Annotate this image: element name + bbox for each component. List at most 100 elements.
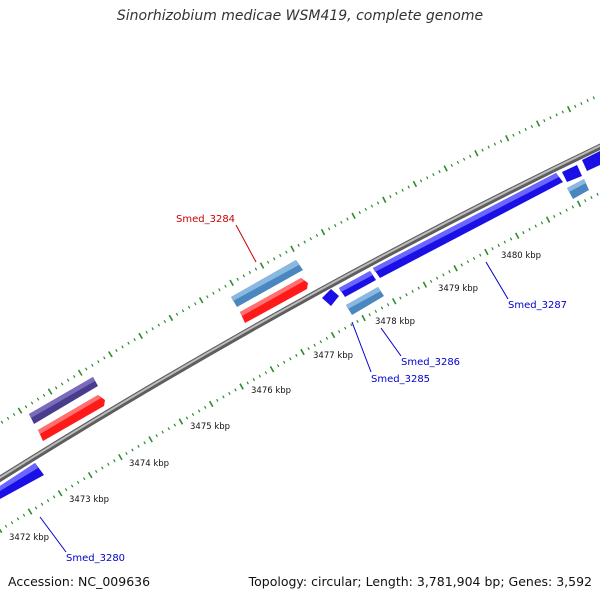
gene-label-smed-3286[interactable]: Smed_3286 (401, 357, 460, 368)
leader-line (351, 321, 372, 373)
major-tick (576, 200, 582, 207)
gene-smed-3286[interactable] (346, 287, 384, 315)
minor-tick (571, 205, 575, 209)
gene-smed-3280[interactable] (0, 463, 44, 499)
minor-tick (493, 142, 497, 146)
minor-tick (380, 306, 384, 310)
gene-red-smed-3284[interactable] (240, 278, 308, 323)
minor-tick (555, 113, 558, 117)
major-tick (208, 400, 214, 408)
gene-label-smed-3280[interactable]: Smed_3280 (66, 553, 125, 564)
minor-tick (553, 214, 556, 218)
minor-tick (297, 243, 300, 247)
minor-tick (559, 211, 562, 215)
major-tick (108, 351, 113, 358)
minor-tick (334, 224, 337, 228)
gene-label-smed-3285[interactable]: Smed_3285 (371, 374, 430, 385)
minor-tick (175, 312, 179, 316)
gene-smed-3284[interactable] (231, 260, 303, 307)
major-tick (484, 248, 489, 256)
minor-tick (185, 416, 189, 420)
minor-tick (592, 96, 595, 100)
minor-tick (584, 199, 587, 203)
minor-tick (91, 363, 94, 367)
major-tick (290, 245, 295, 252)
tick-labels: 3472 kbp 3473 kbp 3474 kbp 3475 kbp 3476… (9, 251, 541, 543)
major-tick (412, 180, 418, 188)
minor-tick (450, 163, 453, 167)
minor-tick (518, 130, 521, 134)
gene-smed-3285[interactable] (322, 289, 339, 306)
leader-line (380, 327, 402, 357)
gene-label-smed-3287[interactable]: Smed_3287 (508, 300, 567, 311)
minor-tick (574, 104, 577, 108)
minor-tick (469, 154, 472, 158)
gene-purple-outer[interactable] (29, 377, 98, 424)
outer-tick-ring (0, 96, 595, 424)
minor-tick (289, 357, 292, 361)
minor-tick (228, 391, 231, 395)
accession-text: Accession: NC_009636 (8, 574, 151, 589)
minor-tick (84, 367, 88, 371)
minor-tick (512, 133, 515, 137)
major-tick (330, 331, 336, 339)
gene-blue-right-1[interactable] (562, 165, 582, 182)
minor-tick (499, 139, 503, 143)
minor-tick (319, 340, 323, 344)
gene-label-smed-3284[interactable]: Smed_3284 (176, 214, 235, 225)
genome-backbone-highlight (0, 144, 600, 479)
minor-tick (72, 374, 76, 379)
minor-tick (4, 524, 8, 528)
minor-tick (528, 227, 531, 231)
minor-tick (157, 323, 161, 327)
minor-tick (307, 347, 310, 351)
gene-smed-3285b[interactable] (339, 271, 376, 297)
minor-tick (344, 326, 347, 330)
gene-red-outer[interactable] (38, 395, 105, 441)
minor-tick (405, 293, 408, 297)
minor-tick (151, 327, 154, 331)
gene-steel-right[interactable] (567, 179, 589, 199)
genome-backbone (0, 143, 600, 483)
minor-tick (64, 488, 68, 492)
minor-tick (524, 127, 527, 131)
minor-tick (466, 260, 470, 264)
major-tick (422, 281, 428, 288)
minor-tick (30, 401, 34, 405)
gene-blue-right-2[interactable] (582, 151, 600, 171)
minor-tick (285, 250, 288, 254)
minor-tick (0, 420, 4, 424)
leader-line (235, 224, 257, 263)
minor-tick (131, 448, 134, 452)
minor-tick (315, 233, 319, 237)
major-tick (443, 165, 448, 172)
minor-tick (358, 211, 361, 215)
minor-tick (370, 204, 374, 208)
major-tick (27, 508, 33, 515)
minor-tick (191, 412, 195, 417)
minor-tick (540, 221, 544, 225)
minor-tick (411, 289, 414, 293)
minor-tick (203, 405, 207, 409)
minor-tick (340, 220, 343, 224)
minor-tick (309, 237, 313, 241)
minor-tick (282, 360, 286, 364)
minor-tick (276, 364, 280, 368)
minor-tick (438, 170, 441, 174)
major-tick (259, 262, 265, 269)
major-tick (17, 407, 23, 414)
minor-tick (503, 240, 507, 244)
minor-tick (163, 319, 167, 324)
minor-tick (155, 434, 158, 438)
major-tick (178, 418, 184, 425)
minor-tick (530, 124, 534, 128)
minor-tick (252, 378, 256, 382)
gene-smed-3287[interactable] (373, 173, 563, 278)
minor-tick (395, 191, 398, 195)
genome-summary-text: Topology: circular; Length: 3,781,904 bp… (248, 574, 592, 589)
tick-label: 3472 kbp (9, 533, 49, 543)
minor-tick (187, 305, 191, 309)
minor-tick (113, 459, 116, 463)
major-tick (535, 120, 541, 127)
minor-tick (97, 360, 100, 364)
